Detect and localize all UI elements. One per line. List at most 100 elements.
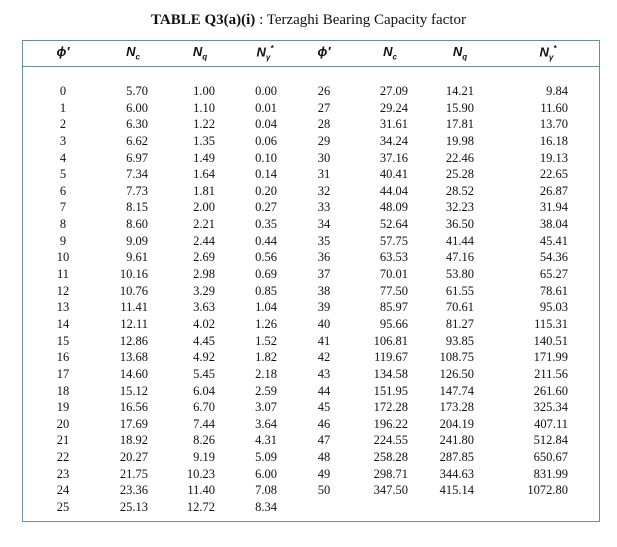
factor-cell: 344.63	[439, 466, 474, 481]
factor-cell: 0.27	[255, 200, 277, 215]
factor-cell: 172.28	[373, 400, 408, 415]
column-header: Nq	[160, 44, 240, 62]
factor-cell: 34.24	[379, 133, 408, 148]
header-sup: *	[553, 44, 557, 53]
factor-cell: 1.82	[255, 350, 277, 365]
factor-cell: 95.66	[379, 316, 408, 331]
phi-cell: 6	[59, 183, 67, 198]
factor-cell: 15.90	[445, 100, 474, 115]
factor-cell: 5.70	[126, 84, 148, 98]
phi-cell: 20	[56, 416, 70, 431]
factor-cell: 12.86	[119, 333, 148, 348]
factor-cell: 19.13	[539, 150, 568, 165]
factor-cell: 119.67	[374, 350, 408, 365]
phi-cell: 45	[317, 400, 331, 415]
phi-cell: 7	[59, 200, 67, 215]
phi-cell: 27	[317, 100, 331, 115]
factor-cell: 8.15	[126, 200, 148, 215]
factor-cell: 11.40	[187, 483, 215, 498]
phi-cell: 5	[59, 167, 67, 182]
factor-cell: 241.80	[439, 433, 474, 448]
factor-cell: 9.61	[126, 250, 148, 265]
phi-cell: 38	[317, 283, 331, 298]
phi-cell: 18	[56, 383, 70, 398]
factor-cell: 6.00	[255, 466, 277, 481]
factor-cell: 25.28	[445, 167, 474, 182]
phi-cell: 36	[317, 250, 331, 265]
phi-cell: 16	[56, 350, 70, 365]
phi-cell: 1	[59, 100, 67, 115]
factor-cell: 287.85	[439, 450, 474, 465]
factor-cell: 0.85	[255, 283, 277, 298]
factor-cell: 134.58	[373, 366, 408, 381]
factor-cell: 0.04	[255, 117, 277, 132]
factor-cell: 12.11	[120, 316, 148, 331]
factor-cell: 28.52	[445, 183, 474, 198]
factor-cell: 0.20	[255, 183, 277, 198]
factor-cell: 20.27	[119, 450, 148, 465]
factor-cell: 415.14	[439, 483, 474, 498]
title-text: : Terzaghi Bearing Capacity factor	[259, 12, 466, 28]
factor-cell: 29.24	[379, 100, 408, 115]
factor-cell: 31.61	[379, 117, 408, 132]
factor-cell: 25.13	[119, 500, 148, 514]
factor-cell: 11.41	[120, 300, 148, 315]
column-header: Nγ*	[225, 44, 305, 62]
factor-cell: 36.50	[445, 217, 474, 232]
factor-cell: 2.59	[255, 383, 277, 398]
factor-cell: 211.56	[534, 366, 568, 381]
header-main: N	[192, 44, 203, 59]
factor-cell: 8.26	[193, 433, 215, 448]
factor-cell: 13.70	[539, 117, 568, 132]
phi-cell: 14	[56, 316, 70, 331]
factor-cell: 11.60	[540, 100, 568, 115]
factor-cell: 0.44	[255, 233, 277, 248]
factor-cell: 2.18	[255, 366, 277, 381]
phi-cell: 8	[59, 217, 67, 232]
phi-cell: 41	[317, 333, 331, 348]
factor-cell: 4.31	[255, 433, 277, 448]
factor-cell: 407.11	[534, 416, 568, 431]
header-main: ϕ′	[56, 44, 70, 59]
factor-cell: 140.51	[533, 333, 568, 348]
phi-cell: 24	[56, 483, 70, 498]
factor-cell: 6.04	[193, 383, 215, 398]
factor-cell: 204.19	[439, 416, 474, 431]
phi-cell: 19	[56, 400, 70, 415]
factor-cell: 40.41	[379, 167, 408, 182]
factor-cell: 3.64	[255, 416, 277, 431]
header-main: ϕ′	[317, 44, 331, 59]
factor-cell: 6.97	[126, 150, 148, 165]
factor-cell: 47.16	[445, 250, 474, 265]
factor-cell: 41.44	[445, 233, 474, 248]
factor-cell: 12.72	[186, 500, 215, 514]
factor-cell: 0.14	[255, 167, 277, 182]
column-header: Nγ*	[508, 44, 588, 62]
factor-cell: 0.56	[255, 250, 277, 265]
factor-cell: 13.68	[119, 350, 148, 365]
factor-cell: 0.00	[255, 84, 277, 98]
factor-cell: 2.69	[193, 250, 215, 265]
header-sup: *	[270, 44, 274, 53]
factor-cell: 23.36	[119, 483, 148, 498]
factor-cell: 78.61	[539, 283, 568, 298]
factor-cell: 1.22	[193, 117, 215, 132]
factor-cell: 5.09	[255, 450, 277, 465]
header-main: N	[383, 44, 393, 59]
factor-cell: 7.73	[126, 183, 148, 198]
factor-cell: 347.50	[373, 483, 408, 498]
factor-cell: 1.49	[193, 150, 215, 165]
factor-cell: 9.84	[546, 84, 568, 98]
factor-cell: 1.10	[193, 100, 215, 115]
header-main: N	[539, 44, 549, 60]
column-header: Nc	[350, 44, 430, 62]
phi-cell: 39	[317, 300, 331, 315]
phi-cell: 32	[317, 183, 331, 198]
factor-cell: 2.44	[193, 233, 215, 248]
factor-cell: 26.87	[539, 183, 568, 198]
factor-cell: 173.28	[439, 400, 474, 415]
header-main: N	[256, 44, 266, 60]
phi-cell: 28	[317, 117, 331, 132]
phi-cell: 0	[59, 84, 67, 98]
factor-cell: 108.75	[439, 350, 474, 365]
